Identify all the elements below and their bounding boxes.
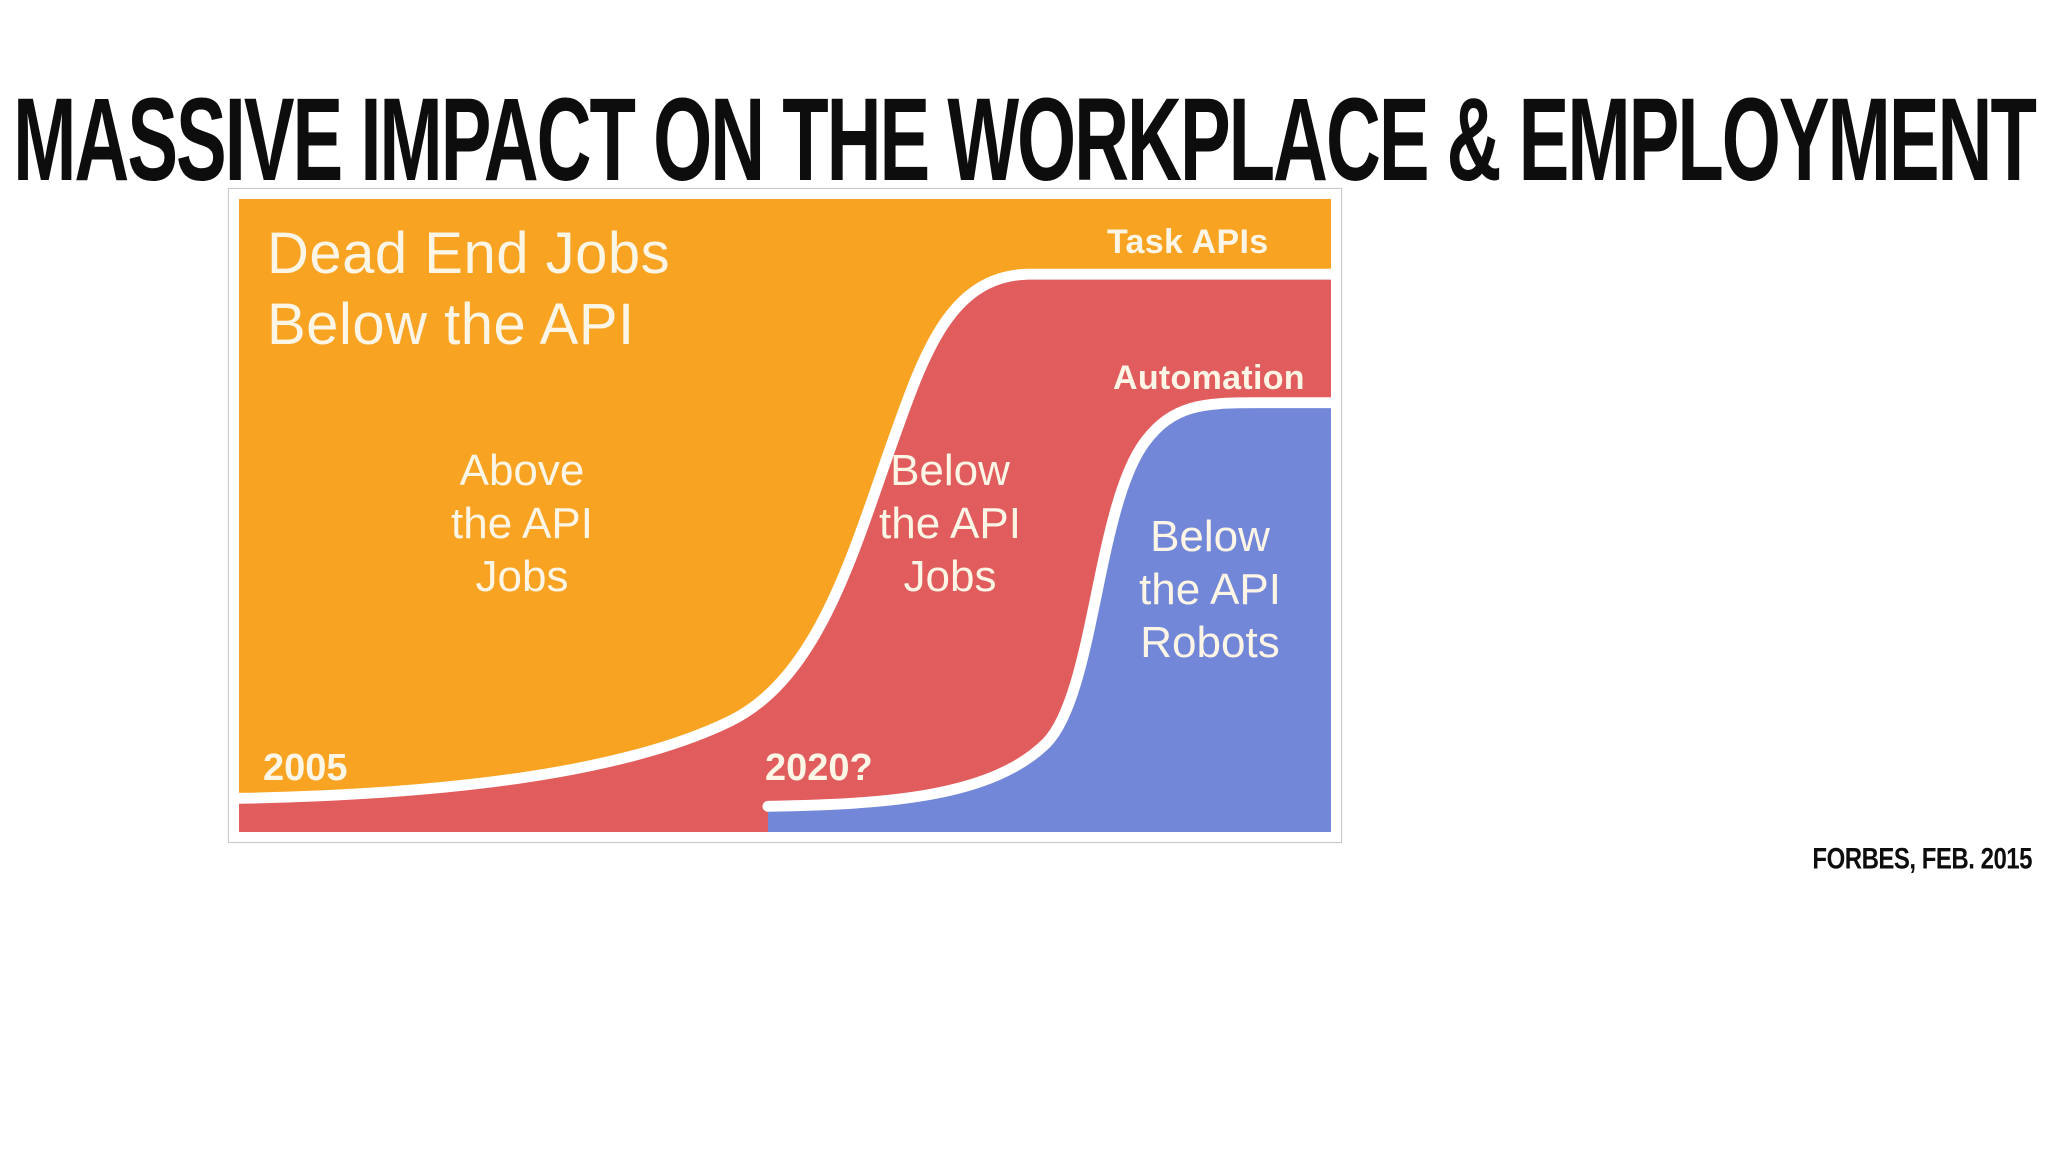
below-the-api-jobs-label: Below the API Jobs	[795, 445, 1105, 603]
task-apis-label: Task APIs	[1107, 223, 1269, 261]
below-label-line2: the API	[879, 498, 1021, 548]
chart-heading-line2: Below the API	[267, 291, 635, 357]
automation-curve-line	[762, 397, 1331, 812]
chart-heading: Dead End Jobs Below the API	[267, 219, 670, 361]
below-label-line3: Jobs	[903, 551, 997, 601]
x-axis-label-2020: 2020?	[765, 747, 873, 789]
robots-label-line1: Below	[1150, 512, 1270, 561]
below-label-line1: Below	[890, 446, 1010, 495]
area-chart-svg	[239, 199, 1331, 832]
source-credit: FORBES, FEB. 2015	[1812, 842, 2032, 876]
x-axis-label-2005: 2005	[263, 747, 348, 789]
automation-label: Automation	[1113, 359, 1305, 397]
above-label-line1: Above	[459, 446, 585, 495]
below-api-robots-area	[767, 402, 1331, 832]
above-label-line2: the API	[451, 498, 593, 548]
below-api-jobs-area	[239, 274, 1331, 832]
below-the-api-robots-label: Below the API Robots	[1055, 511, 1331, 669]
task-apis-curve-line	[239, 268, 1331, 804]
slide-title: MASSIVE IMPACT ON THE WORKPLACE & EMPLOY…	[13, 74, 2037, 207]
above-the-api-jobs-label: Above the API Jobs	[367, 445, 677, 603]
chart-image-frame: Dead End Jobs Below the API Task APIs Au…	[228, 188, 1342, 843]
robots-label-line3: Robots	[1140, 617, 1280, 667]
chart-heading-line1: Dead End Jobs	[267, 221, 671, 286]
robots-label-line2: the API	[1139, 564, 1281, 614]
above-label-line3: Jobs	[475, 551, 569, 601]
api-jobs-area-chart: Dead End Jobs Below the API Task APIs Au…	[239, 199, 1331, 832]
